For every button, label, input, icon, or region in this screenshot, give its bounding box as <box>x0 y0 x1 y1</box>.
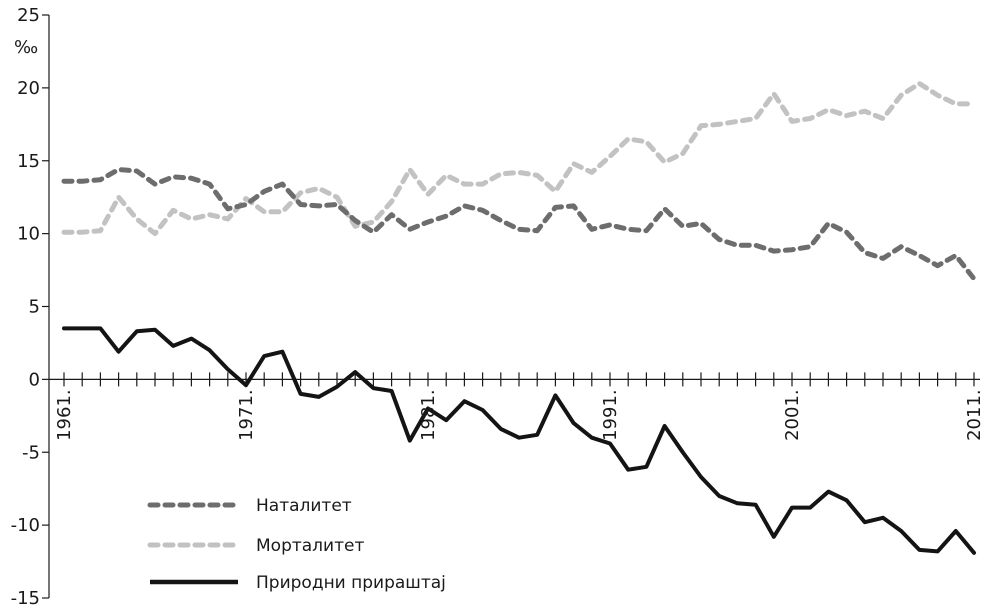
y-tick-label: -5 <box>22 442 40 463</box>
legend-label-natalitet: Наталитет <box>256 496 352 516</box>
y-tick-label: 10 <box>17 224 40 245</box>
series-lines <box>61 81 977 555</box>
y-tick-label: 0 <box>29 369 40 390</box>
y-tick-label: -10 <box>11 515 40 536</box>
legend-label-mortalitet: Морталитет <box>256 536 364 556</box>
y-tick-label: -15 <box>11 588 40 609</box>
legend-label-prirodni-priraštaj: Природни прираштај <box>256 573 446 593</box>
x-tick-label: 1961. <box>54 389 75 441</box>
series-line-prirodni-priraštaj <box>62 326 976 555</box>
x-tick-label: 2011. <box>964 389 981 441</box>
x-tick-labels: 1961. 1971. 1981. 1991. 2001. 2011. <box>54 389 981 441</box>
series-line-mortalitet <box>61 81 977 237</box>
y-tick-label: 5 <box>29 297 40 318</box>
series-line-natalitet <box>61 167 977 282</box>
x-tick-label: 1991. <box>600 389 621 441</box>
y-axis-unit-label: ‰ <box>14 37 38 58</box>
x-tick-label: 1971. <box>236 389 257 441</box>
y-tick-label: 25 <box>17 5 40 26</box>
axes <box>42 14 980 599</box>
y-tick-label: 15 <box>17 151 40 172</box>
legend: Наталитет Морталитет Природни прираштај <box>147 496 446 593</box>
x-tick-label: 2001. <box>782 389 803 441</box>
y-tick-label: 20 <box>17 78 40 99</box>
x-tick-label: 1981. <box>418 389 439 441</box>
y-tick-labels: 25 20 15 10 5 0 -5 -10 -15 <box>11 5 40 609</box>
